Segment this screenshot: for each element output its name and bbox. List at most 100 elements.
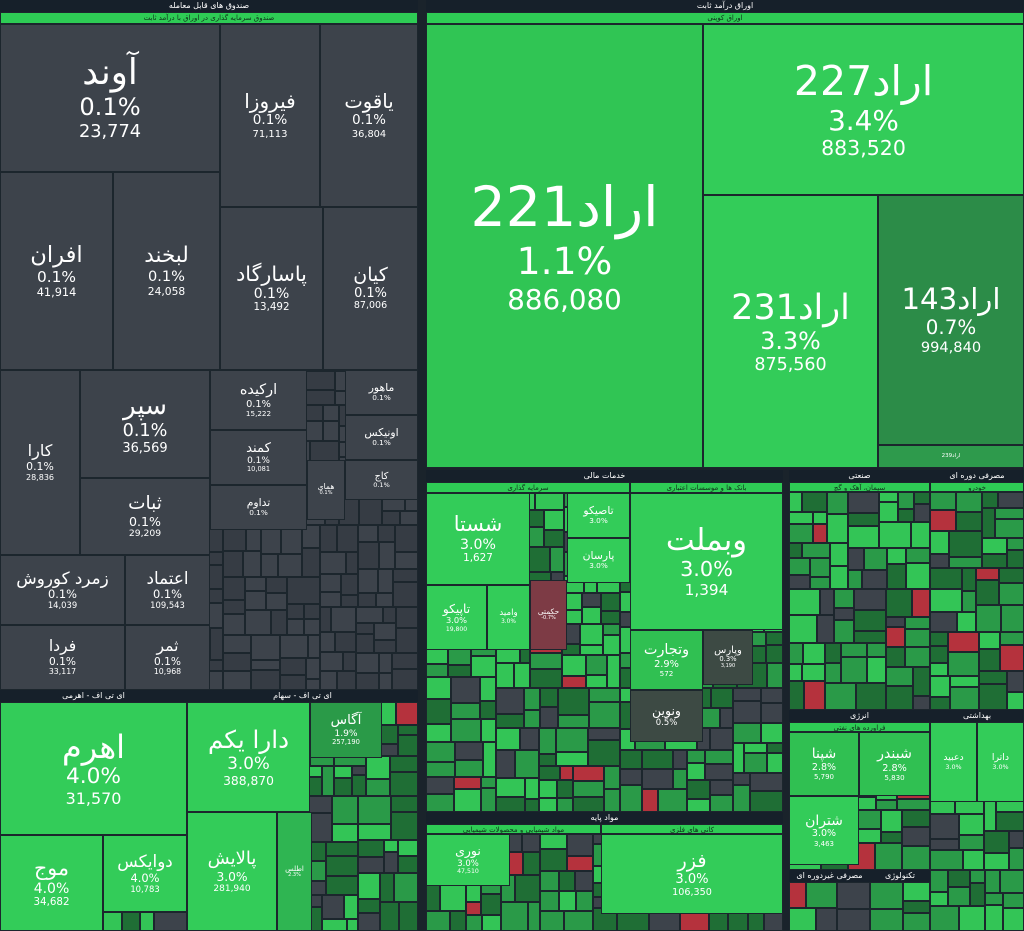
small-tile [862, 570, 887, 589]
small-tile [930, 632, 948, 646]
small-tile [359, 499, 382, 525]
small-tile [841, 643, 867, 657]
group-title: سیمان، آهک و گچ [789, 482, 930, 492]
tile-name: تاصیکو [583, 504, 614, 518]
section-title: مواد پایه [426, 812, 783, 824]
small-tile [905, 629, 930, 647]
small-tile [957, 612, 976, 632]
small-tile [251, 660, 280, 670]
tile-value: 109,543 [150, 600, 185, 611]
small-tile [320, 592, 341, 607]
small-tile [950, 676, 979, 687]
tile-change: 0.1% [148, 267, 185, 285]
small-tile [767, 753, 783, 773]
small-tile [358, 873, 380, 899]
small-tile [326, 856, 358, 876]
small-tile [530, 669, 562, 688]
small-tile [827, 514, 848, 543]
tile-change: 0.1% [373, 480, 390, 489]
small-tile [450, 911, 466, 931]
small-tile [358, 542, 379, 569]
small-tile [326, 876, 358, 895]
small-tile [306, 371, 335, 390]
small-tile [875, 843, 902, 870]
small-tile [879, 492, 898, 502]
tile-change: 0.1% [354, 285, 387, 301]
small-tile [582, 607, 601, 624]
small-tile [1000, 632, 1024, 645]
small-tile [576, 891, 593, 911]
tile-name: وتجارت [643, 641, 690, 658]
section-title: تکنولوژی [870, 870, 930, 882]
tile-change: 0.1% [253, 286, 290, 303]
tile: فردا 0.1% 33,117 [0, 625, 125, 690]
small-tile [905, 617, 930, 629]
tile: شپنا 2.8% 5,790 [789, 732, 859, 796]
tile-value: 36,804 [351, 128, 387, 140]
small-tile [341, 595, 358, 607]
small-tile [733, 701, 761, 723]
tile-change: 0.1% [372, 393, 391, 403]
section-title: ای تی اف - اهرمی [0, 690, 187, 702]
small-tile [976, 580, 999, 605]
small-tile [962, 568, 976, 591]
small-tile [949, 531, 982, 557]
tile: پاسارگاد 0.1% 13,492 [220, 207, 323, 370]
small-tile [789, 908, 816, 931]
small-tile [789, 643, 803, 664]
small-tile [559, 871, 575, 891]
small-tile [496, 778, 525, 797]
small-tile [347, 919, 358, 931]
tile-change: 3.0% [216, 869, 248, 884]
tile-change: 0.1% [79, 93, 141, 122]
small-tile [1009, 848, 1024, 870]
tile: وامید 3.0% [487, 585, 530, 650]
small-tile [607, 655, 620, 688]
tile: دعبید 3.0% [930, 722, 977, 802]
small-tile [854, 610, 886, 631]
small-tile [525, 778, 539, 799]
tile-name: وپارس [714, 644, 742, 656]
small-tile [335, 632, 356, 652]
small-tile [358, 569, 378, 593]
small-tile [398, 735, 418, 756]
small-tile [535, 493, 564, 510]
tile-value: 1,394 [684, 581, 729, 600]
small-tile [334, 778, 352, 796]
small-tile [358, 857, 384, 873]
small-tile [556, 728, 588, 752]
small-tile [767, 743, 783, 753]
small-tile [658, 789, 687, 812]
small-tile [982, 554, 1007, 568]
tile-value: 34,682 [33, 895, 70, 908]
small-tile [1003, 908, 1024, 931]
small-tile [466, 902, 481, 915]
tile-change: 2.3% [288, 871, 301, 878]
tile-name: زمرد کوروش [16, 567, 109, 588]
tile: اراد221 1.1% 886,080 [426, 24, 703, 468]
small-tile [326, 842, 358, 856]
section-title: اوراق درآمد ثابت [426, 0, 1024, 12]
small-tile [398, 725, 418, 735]
small-tile [358, 593, 376, 607]
tile: کاج 0.1% [345, 460, 418, 500]
tile-value: 19,800 [445, 625, 468, 633]
small-tile [332, 796, 358, 824]
tile-change: 3.0% [501, 619, 516, 626]
tile: دوایکس 4.0% 10,783 [103, 835, 187, 912]
group-title: صندوق سرمایه گذاری در اوراق با درآمد ثاب… [0, 12, 418, 24]
small-tile [711, 688, 733, 708]
tile-value: 281,940 [213, 883, 251, 894]
small-tile [496, 728, 520, 750]
small-tile [789, 615, 817, 643]
small-tile [122, 912, 140, 931]
tile-change: 0.1% [129, 513, 161, 529]
small-tile [913, 667, 930, 696]
tile: وپارس 0.3% 3,190 [703, 630, 753, 685]
tile-name: اراد231 [731, 287, 850, 328]
tile-value: 10,783 [130, 883, 160, 894]
small-tile [251, 635, 280, 660]
small-tile [341, 574, 358, 595]
section-title: صندوق های قابل معامله [0, 0, 418, 12]
